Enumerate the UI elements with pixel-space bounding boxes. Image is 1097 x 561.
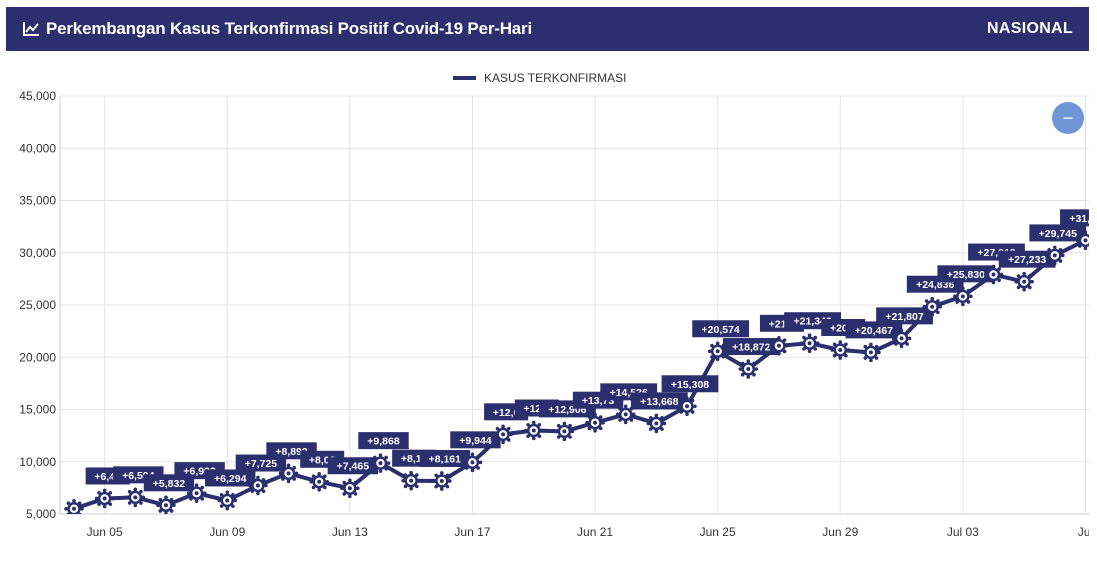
- data-label: +20,467: [855, 325, 893, 337]
- y-tick-label: 30,000: [19, 246, 56, 260]
- data-label-box: [630, 392, 688, 410]
- header-title-group: Perkembangan Kasus Terkonfirmasi Positif…: [22, 7, 532, 51]
- data-label: +21,807: [885, 311, 923, 323]
- virus-icon[interactable]: [125, 487, 146, 508]
- data-label-box: [692, 320, 750, 338]
- legend-label[interactable]: KASUS TERKONFIRMASI: [484, 71, 626, 85]
- data-label: +13,668: [640, 396, 678, 408]
- data-label: +27,233: [1008, 254, 1046, 266]
- chart-title: Perkembangan Kasus Terkonfirmasi Positif…: [46, 19, 532, 38]
- chart-header: Perkembangan Kasus Terkonfirmasi Positif…: [6, 7, 1089, 51]
- virus-icon[interactable]: [646, 413, 667, 434]
- y-tick-label: 20,000: [19, 350, 56, 364]
- virus-icon[interactable]: [217, 490, 238, 511]
- data-label-box: [722, 338, 780, 356]
- data-label: +9,944: [459, 435, 492, 447]
- virus-icon[interactable]: [64, 498, 84, 519]
- data-label: +25,830: [947, 269, 985, 281]
- virus-icon[interactable]: [340, 478, 360, 499]
- data-label-box: [845, 321, 903, 339]
- virus-icon[interactable]: [891, 328, 912, 349]
- data-label: +5,832: [153, 478, 186, 490]
- data-label-box: [450, 431, 501, 449]
- chart-area: 5,000 10,000 15,000 20,000 25,000 30,000 35,00…: [6, 51, 1093, 556]
- x-tick-label: Jul: [1078, 525, 1089, 539]
- virus-icon[interactable]: [156, 495, 176, 516]
- virus-icon[interactable]: [983, 264, 1004, 285]
- data-label: +7,725: [245, 458, 278, 470]
- virus-icon[interactable]: [309, 471, 330, 492]
- virus-icon[interactable]: [769, 336, 789, 356]
- scope-label[interactable]: NASIONAL: [987, 20, 1073, 37]
- virus-icon[interactable]: [370, 453, 391, 473]
- data-label-box: [998, 250, 1056, 268]
- virus-icon[interactable]: [186, 483, 207, 503]
- data-label-box: [1060, 209, 1089, 227]
- line-chart: 5,000 10,000 15,000 20,000 25,000 30,000 35,00…: [19, 71, 1093, 539]
- y-tick-label: 40,000: [19, 141, 56, 155]
- data-label-box: [1029, 224, 1087, 242]
- data-label: +9,868: [367, 436, 400, 448]
- virus-icon[interactable]: [707, 341, 728, 362]
- data-label-box: [419, 449, 470, 467]
- virus-icon[interactable]: [401, 470, 421, 491]
- virus-icon[interactable]: [615, 404, 636, 425]
- y-tick-label: 15,000: [19, 403, 56, 417]
- x-tick-label: Jun 13: [332, 525, 368, 539]
- x-tick-label: Jun 17: [454, 525, 490, 539]
- data-label: +31,189: [1069, 213, 1089, 225]
- virus-icon[interactable]: [432, 471, 452, 491]
- data-label-box: [358, 432, 409, 450]
- virus-icon[interactable]: [677, 396, 697, 417]
- data-label-box: [327, 457, 379, 475]
- data-label: +18,872: [732, 342, 770, 354]
- data-label-box: [876, 307, 933, 325]
- data-label: +8,161: [429, 453, 462, 465]
- x-tick-label: Jun 05: [87, 525, 123, 539]
- data-label: +15,308: [671, 379, 709, 391]
- virus-icon[interactable]: [462, 452, 483, 473]
- data-label-box: [661, 375, 719, 393]
- x-tick-label: Jun 09: [209, 525, 245, 539]
- data-label: +6,294: [214, 473, 247, 485]
- data-label: +12,6: [493, 407, 520, 419]
- virus-icon[interactable]: [1075, 230, 1089, 251]
- virus-icon[interactable]: [248, 475, 268, 496]
- x-tick-label: Jul 03: [947, 525, 979, 539]
- virus-icon[interactable]: [1045, 245, 1065, 266]
- data-label: +7,465: [337, 461, 370, 473]
- virus-icon[interactable]: [493, 424, 513, 445]
- virus-icon[interactable]: [554, 421, 575, 442]
- virus-icon[interactable]: [278, 463, 299, 484]
- virus-icon[interactable]: [1014, 271, 1034, 292]
- virus-icon[interactable]: [738, 359, 759, 379]
- virus-icon[interactable]: [585, 412, 605, 433]
- data-label: +20,574: [702, 324, 740, 336]
- y-tick-label: 25,000: [19, 298, 56, 312]
- y-tick-label: 10,000: [19, 455, 56, 469]
- data-label: +29,745: [1039, 228, 1077, 240]
- x-tick-label: Jun 29: [822, 525, 858, 539]
- data-label-box: [937, 265, 995, 283]
- virus-icon[interactable]: [799, 333, 820, 354]
- virus-icon[interactable]: [861, 342, 881, 363]
- virus-icon[interactable]: [94, 488, 115, 509]
- y-tick-label: 5,000: [26, 507, 56, 521]
- x-tick-label: Jun 25: [700, 525, 736, 539]
- series-group: +6,48 +6,594+5,832+6,993+6,294+7,725+8,89…: [64, 209, 1089, 519]
- virus-icon[interactable]: [523, 420, 544, 441]
- data-label: +8,892: [275, 446, 308, 458]
- x-tick-label: Jun 21: [577, 525, 613, 539]
- virus-icon[interactable]: [953, 286, 973, 307]
- y-tick-label: 45,000: [19, 89, 56, 103]
- virus-icon[interactable]: [830, 340, 851, 360]
- y-tick-label: 35,000: [19, 194, 56, 208]
- data-label-box: [205, 469, 256, 487]
- collapse-button[interactable]: −: [1052, 102, 1084, 134]
- minus-icon: −: [1062, 107, 1074, 128]
- virus-icon[interactable]: [922, 296, 942, 317]
- line-chart-icon: [23, 22, 39, 36]
